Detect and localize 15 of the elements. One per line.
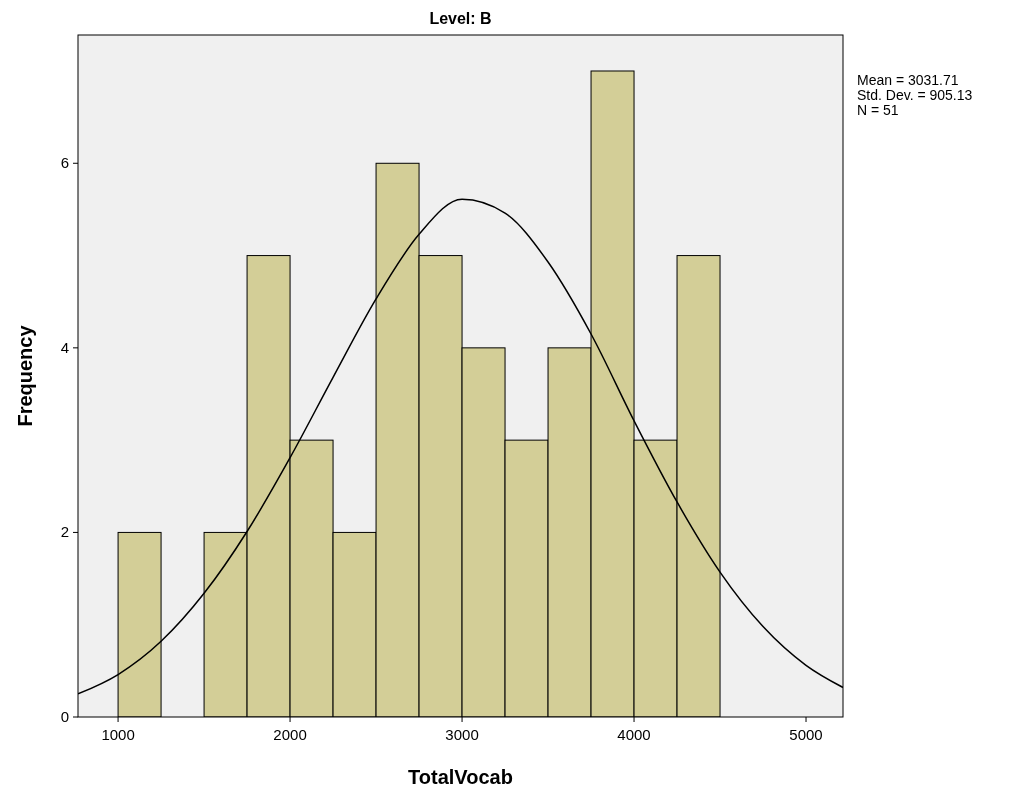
x-tick-label: 3000	[445, 726, 479, 743]
x-tick-label: 2000	[273, 726, 307, 743]
x-tick-label: 1000	[101, 726, 135, 743]
y-tick-label: 0	[60, 708, 69, 725]
y-tick-label: 2	[60, 523, 69, 541]
text: N = 51	[857, 102, 899, 118]
chart-title: Level: B	[429, 10, 492, 27]
y-axis-title: Frequency	[14, 324, 36, 427]
text: Std. Dev. = 905.13	[857, 87, 973, 103]
x-tick-label: 4000	[617, 726, 651, 743]
x-tick-label: 5000	[789, 726, 823, 743]
x-axis-title: TotalVocab	[408, 766, 513, 788]
text: Mean = 3031.71	[857, 72, 959, 88]
y-tick-label: 6	[60, 154, 69, 172]
y-tick-label: 4	[60, 338, 69, 356]
